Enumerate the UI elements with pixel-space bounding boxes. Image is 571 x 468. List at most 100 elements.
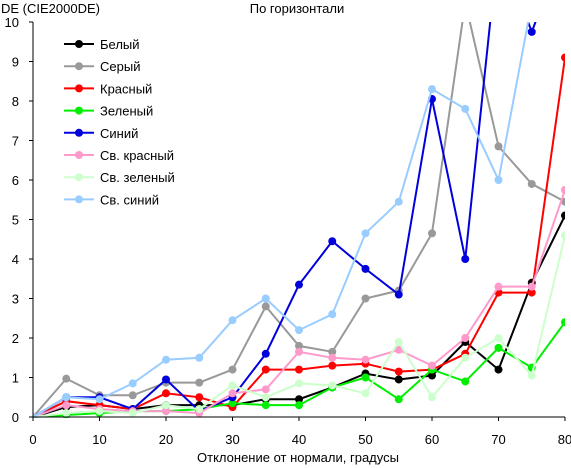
data-point	[461, 353, 470, 362]
data-point	[261, 393, 270, 402]
legend-label: Красный	[100, 81, 152, 96]
data-point	[361, 373, 370, 382]
legend-item: Красный	[64, 81, 152, 96]
y-tick-label: 9	[12, 55, 19, 70]
data-point	[162, 355, 170, 364]
y-tick-label: 10	[5, 15, 19, 30]
data-point	[461, 104, 470, 113]
y-tick-label: 2	[12, 331, 19, 346]
data-point	[62, 401, 71, 410]
data-point	[428, 371, 436, 380]
data-point	[394, 367, 403, 376]
legend-label: Синий	[100, 126, 138, 141]
x-tick-label: 10	[92, 432, 106, 447]
data-point	[228, 399, 237, 408]
axes: 0 1 2 3 4 5 6 7 8 9 10 0 10 20 30 40 50 60 70 80	[5, 15, 571, 447]
data-point	[162, 401, 170, 410]
data-point	[228, 316, 237, 325]
data-point	[295, 365, 303, 374]
data-point	[361, 264, 370, 273]
data-point	[461, 377, 470, 386]
legend-label: Св. синий	[100, 192, 159, 207]
data-point	[527, 282, 536, 291]
data-point	[561, 211, 565, 220]
data-point	[62, 393, 71, 402]
data-point	[461, 334, 470, 342]
series-layer	[33, 0, 569, 418]
data-point	[394, 395, 403, 404]
data-point	[328, 353, 337, 362]
y-tick-label: 1	[12, 371, 19, 386]
data-point	[295, 379, 303, 388]
legend-swatch-marker	[75, 195, 83, 204]
data-point	[561, 185, 565, 194]
data-point	[295, 341, 303, 350]
data-point	[461, 255, 470, 263]
data-point	[494, 176, 503, 184]
chart-title: По горизонтали	[250, 1, 344, 16]
data-point	[228, 365, 237, 374]
data-point	[295, 280, 303, 289]
legend-swatch-marker	[75, 173, 83, 182]
data-point	[394, 290, 403, 299]
data-point	[361, 355, 370, 364]
series-1	[33, 211, 565, 418]
legend-item: Зеленый	[64, 104, 153, 119]
legend-item: Св. синий	[64, 192, 159, 207]
data-point	[228, 381, 237, 390]
data-point	[162, 389, 170, 398]
legend-label: Серый	[100, 59, 140, 74]
data-point	[494, 365, 503, 374]
x-axis-title: Отклонение от нормали, градусы	[197, 450, 399, 465]
data-point	[561, 0, 569, 6]
legend-swatch-marker	[75, 128, 83, 137]
data-point	[195, 378, 204, 387]
data-point	[195, 405, 204, 414]
data-point	[328, 347, 337, 356]
y-tick-label: 6	[12, 173, 19, 188]
legend-label: Св. красный	[100, 148, 174, 163]
data-point	[428, 361, 436, 370]
data-point	[228, 389, 237, 398]
data-point	[128, 391, 137, 400]
data-point	[95, 407, 104, 416]
legend-item: Св. зеленый	[64, 170, 175, 185]
data-point	[295, 326, 303, 335]
y-tick-label: 7	[12, 134, 19, 149]
data-point	[295, 395, 303, 404]
legend-swatch-marker	[75, 106, 83, 115]
series-8	[33, 0, 569, 418]
y-tick-label: 0	[12, 410, 19, 425]
data-point	[527, 288, 536, 297]
data-point	[295, 401, 303, 410]
data-point	[561, 53, 565, 62]
data-point	[394, 197, 403, 206]
data-point	[261, 385, 270, 394]
legend-item: Синий	[64, 126, 138, 141]
legend-item: Белый	[64, 37, 140, 52]
data-point	[461, 0, 469, 6]
data-point	[394, 345, 403, 354]
series-2	[33, 0, 565, 418]
data-point	[62, 374, 71, 383]
data-point	[295, 347, 303, 356]
legend-swatch-marker	[75, 151, 83, 159]
legend-label: Св. зеленый	[100, 170, 175, 185]
data-point	[394, 375, 403, 384]
x-tick-label: 30	[225, 432, 239, 447]
data-point	[195, 393, 204, 402]
data-point	[261, 401, 270, 410]
data-point	[361, 389, 370, 398]
data-point	[328, 237, 337, 246]
data-point	[128, 379, 137, 388]
x-tick-label: 50	[358, 432, 372, 447]
x-tick-label: 70	[491, 432, 505, 447]
data-point	[328, 310, 337, 319]
data-point	[261, 365, 270, 374]
data-point	[494, 334, 503, 342]
data-point	[261, 294, 270, 303]
x-tick-label: 20	[159, 432, 173, 447]
y-tick-label: 8	[12, 94, 19, 109]
data-point	[361, 229, 370, 238]
legend-label: Белый	[100, 37, 140, 52]
